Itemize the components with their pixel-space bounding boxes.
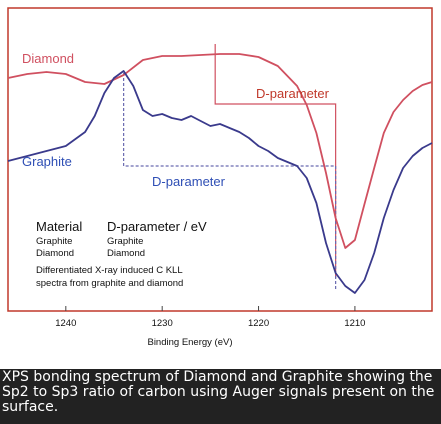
chart-note-line: spectra from graphite and diamond (36, 278, 183, 289)
chart-note-line: Differentiated X-ray induced C KLL (36, 265, 183, 276)
spectrum-chart: 1240 1230 1220 1210 Diamond Graphite D-para… (7, 7, 433, 348)
graphite-dparameter-guide (123, 73, 337, 290)
table-row-material: Diamond (36, 248, 74, 259)
diamond-dparameter-guide (214, 44, 337, 278)
graphite-spectrum-line (7, 70, 433, 294)
caption-bar: XPS bonding spectrum of Diamond and Grap… (0, 369, 441, 424)
x-tick-label: 1230 (152, 318, 173, 329)
data-table: Material D-parameter / eV Graphite Graph… (36, 219, 207, 289)
table-row-value: Graphite (107, 236, 143, 247)
table-row-value: Diamond (107, 248, 145, 259)
table-header-material: Material (36, 219, 82, 234)
diamond-spectrum-line (7, 53, 433, 249)
x-tick-label: 1220 (248, 318, 269, 329)
figure-caption: XPS bonding spectrum of Diamond and Grap… (2, 369, 435, 415)
plot-frame (7, 7, 433, 312)
diamond-dparameter-label: D-parameter (256, 86, 330, 101)
graphite-series-label: Graphite (22, 154, 72, 169)
spectrum-figure: 1240 1230 1220 1210 Diamond Graphite D-para… (7, 7, 433, 348)
diamond-series-label: Diamond (22, 51, 74, 66)
table-row-material: Graphite (36, 236, 72, 247)
x-axis-label: Binding Energy (eV) (147, 337, 232, 348)
table-header-dparameter: D-parameter / eV (107, 219, 207, 234)
graphite-dparameter-label: D-parameter (152, 174, 226, 189)
x-tick-label: 1240 (55, 318, 76, 329)
x-tick-label: 1210 (344, 318, 365, 329)
